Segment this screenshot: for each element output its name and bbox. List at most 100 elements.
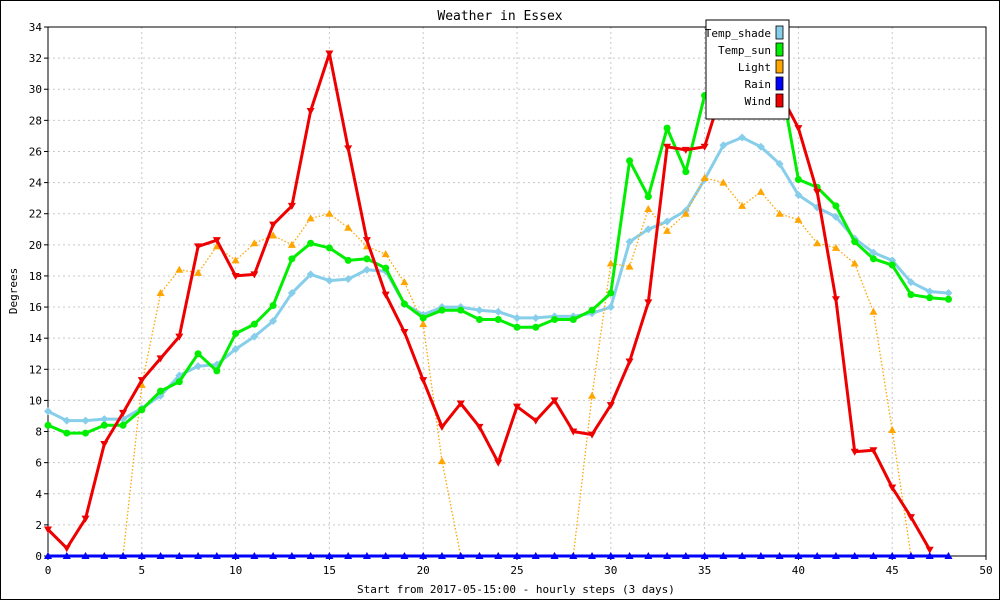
data-point-light: [719, 178, 728, 186]
data-point-wind: [62, 545, 71, 553]
data-point-temp-sun: [400, 300, 408, 308]
data-point-wind: [231, 272, 240, 280]
data-point-rain: [81, 552, 90, 559]
data-point-temp-sun: [644, 193, 652, 201]
data-point-light: [287, 240, 296, 248]
data-point-temp-sun: [44, 421, 52, 429]
data-point-temp-sun: [157, 387, 165, 395]
data-point-wind: [550, 397, 559, 405]
data-point-temp-shade: [531, 313, 540, 322]
data-point-wind: [194, 243, 203, 251]
data-point-temp-shade: [625, 237, 634, 246]
data-point-wind: [831, 296, 840, 304]
data-point-rain: [550, 552, 559, 559]
data-point-temp-shade: [194, 362, 203, 371]
data-point-light: [400, 278, 409, 286]
data-point-rain: [756, 552, 765, 559]
data-point-light: [663, 226, 672, 234]
legend-label-rain: Rain: [745, 78, 772, 91]
data-point-light: [344, 223, 353, 231]
data-point-rain: [513, 552, 521, 559]
data-point-temp-shade: [231, 345, 240, 354]
legend-label-wind: Wind: [745, 95, 772, 108]
legend-swatch-wind: [775, 93, 784, 108]
data-point-rain: [362, 552, 371, 559]
data-point-temp-sun: [82, 429, 90, 437]
data-point-wind: [850, 448, 859, 456]
data-point-temp-sun: [626, 157, 634, 165]
data-point-light: [156, 289, 165, 297]
y-tick-label: 18: [29, 270, 42, 283]
data-point-wind: [644, 299, 653, 307]
data-point-wind: [588, 431, 597, 439]
data-point-wind: [869, 447, 878, 455]
data-point-wind: [250, 271, 259, 279]
legend-swatch-temp-shade: [775, 25, 784, 40]
data-point-temp-shade: [62, 416, 71, 425]
y-tick-label: 24: [29, 177, 43, 190]
data-point-rain: [850, 552, 859, 559]
data-point-temp-sun: [663, 124, 671, 132]
data-point-light: [419, 320, 428, 328]
data-point-light: [588, 391, 597, 399]
data-point-wind: [175, 333, 184, 341]
data-point-temp-shade: [944, 289, 953, 298]
data-point-temp-sun: [457, 306, 465, 314]
data-point-temp-shade: [513, 313, 521, 322]
data-point-light: [888, 425, 897, 433]
data-point-temp-shade: [494, 307, 503, 316]
data-point-light: [850, 259, 859, 267]
data-point-temp-sun: [363, 255, 371, 263]
data-point-temp-shade: [906, 278, 915, 287]
data-point-light: [813, 239, 822, 247]
data-point-light: [756, 187, 765, 195]
data-point-temp-sun: [175, 378, 183, 386]
data-point-temp-shade: [738, 133, 747, 142]
data-point-temp-sun: [419, 314, 427, 322]
data-point-rain: [381, 552, 390, 559]
data-point-wind: [513, 403, 521, 411]
data-point-light: [644, 205, 653, 213]
data-point-temp-shade: [44, 407, 52, 416]
data-point-wind: [494, 459, 503, 467]
data-point-wind: [119, 409, 128, 417]
data-point-temp-sun: [569, 316, 577, 324]
data-point-rain: [531, 552, 540, 559]
data-point-temp-sun: [607, 289, 615, 297]
data-point-wind: [437, 423, 446, 431]
data-point-light: [606, 259, 615, 267]
data-point-temp-sun: [851, 238, 859, 246]
data-point-rain: [156, 552, 165, 559]
data-point-temp-shade: [644, 225, 653, 234]
data-point-wind: [663, 143, 672, 151]
data-point-light: [306, 214, 315, 222]
data-point-rain: [494, 552, 503, 559]
data-point-light: [738, 201, 747, 209]
data-point-light: [194, 268, 203, 276]
data-point-wind: [681, 146, 690, 154]
data-point-temp-sun: [438, 306, 446, 314]
data-point-temp-shade: [287, 289, 296, 298]
data-point-light: [325, 209, 334, 217]
x-tick-label: 25: [510, 564, 523, 577]
legend-label-light: Light: [738, 61, 771, 74]
data-point-temp-shade: [100, 415, 109, 424]
x-axis-title: Start from 2017-05-15:00 - hourly steps …: [357, 583, 675, 596]
y-tick-label: 32: [29, 52, 42, 65]
data-point-temp-sun: [494, 316, 502, 324]
y-tick-label: 22: [29, 208, 42, 221]
data-point-temp-shade: [663, 217, 672, 226]
y-tick-label: 8: [35, 426, 42, 439]
data-point-wind: [700, 143, 709, 151]
data-point-wind: [381, 291, 390, 299]
data-point-temp-sun: [551, 316, 559, 324]
legend: Temp_shade Temp_sun Light Rain Wind: [705, 19, 790, 120]
data-point-rain: [625, 552, 634, 559]
data-point-rain: [62, 552, 71, 559]
data-point-temp-sun: [100, 421, 108, 429]
y-tick-label: 4: [35, 488, 42, 501]
data-point-temp-sun: [232, 330, 240, 338]
data-point-wind: [531, 417, 540, 425]
data-point-light: [212, 242, 221, 250]
